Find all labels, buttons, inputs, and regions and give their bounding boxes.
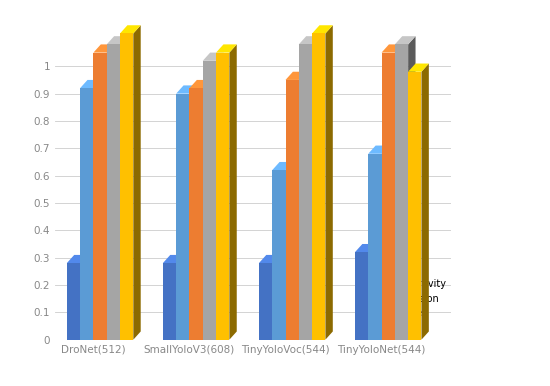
Polygon shape: [133, 25, 141, 340]
Polygon shape: [272, 255, 279, 340]
Polygon shape: [355, 244, 376, 252]
Bar: [368, 154, 382, 340]
Polygon shape: [408, 36, 416, 340]
Polygon shape: [94, 44, 114, 52]
Polygon shape: [120, 36, 128, 340]
Polygon shape: [67, 255, 87, 263]
Polygon shape: [382, 44, 402, 52]
Legend: FPS, InU, Sensitivity, Precision, Score: FPS, InU, Sensitivity, Precision, Score: [379, 249, 446, 318]
Bar: [120, 34, 133, 340]
Polygon shape: [259, 255, 279, 263]
Polygon shape: [395, 36, 416, 44]
Polygon shape: [107, 36, 128, 44]
Polygon shape: [203, 52, 223, 61]
Polygon shape: [421, 64, 429, 340]
Bar: [395, 44, 408, 340]
Polygon shape: [272, 162, 293, 170]
Polygon shape: [216, 44, 236, 52]
Bar: [80, 88, 94, 340]
Polygon shape: [176, 255, 184, 340]
Polygon shape: [285, 162, 293, 340]
Bar: [285, 80, 299, 340]
Bar: [94, 52, 107, 340]
Bar: [382, 52, 395, 340]
Polygon shape: [163, 255, 184, 263]
Polygon shape: [299, 72, 306, 340]
Polygon shape: [80, 80, 101, 88]
Polygon shape: [189, 80, 210, 88]
Bar: [176, 93, 189, 340]
Bar: [259, 263, 272, 340]
Polygon shape: [312, 36, 320, 340]
Polygon shape: [326, 25, 333, 340]
Bar: [203, 61, 216, 340]
Bar: [189, 88, 203, 340]
Polygon shape: [408, 64, 429, 72]
Polygon shape: [368, 146, 389, 154]
Bar: [163, 263, 176, 340]
Polygon shape: [80, 255, 87, 340]
Polygon shape: [229, 44, 236, 340]
Bar: [299, 44, 312, 340]
Polygon shape: [285, 72, 306, 80]
Bar: [408, 72, 421, 340]
Bar: [312, 34, 326, 340]
Polygon shape: [189, 85, 197, 340]
Polygon shape: [176, 85, 197, 93]
Polygon shape: [216, 52, 223, 340]
Bar: [216, 52, 229, 340]
Polygon shape: [395, 44, 402, 340]
Polygon shape: [94, 80, 101, 340]
Bar: [107, 44, 120, 340]
Polygon shape: [382, 146, 389, 340]
Polygon shape: [203, 80, 210, 340]
Polygon shape: [120, 25, 141, 34]
Bar: [67, 263, 80, 340]
Bar: [355, 252, 368, 340]
Polygon shape: [312, 25, 333, 34]
Polygon shape: [107, 44, 114, 340]
Bar: [272, 170, 285, 340]
Polygon shape: [299, 36, 320, 44]
Polygon shape: [368, 244, 376, 340]
